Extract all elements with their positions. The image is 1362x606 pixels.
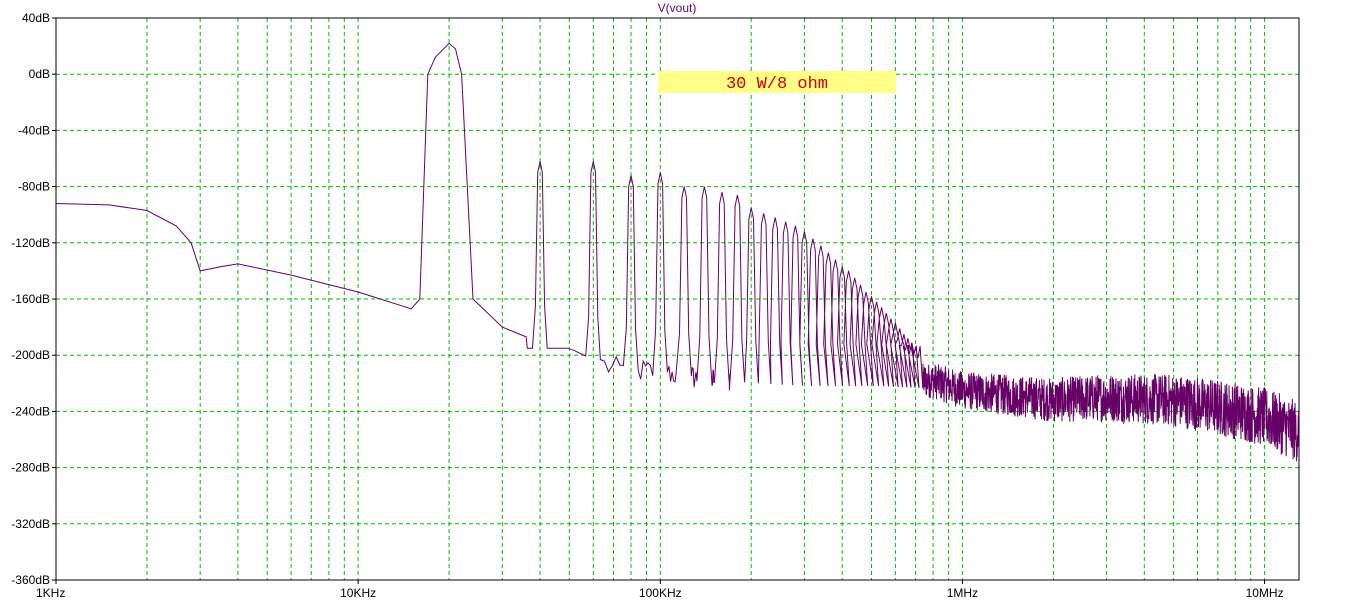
y-tick-label: -320dB: [11, 517, 50, 531]
annotation-background: [658, 71, 896, 93]
y-tick-label: -120dB: [11, 236, 50, 250]
grid-lines: [56, 18, 1299, 580]
x-tick-label: 10KHz: [340, 586, 376, 600]
y-tick-label: -40dB: [18, 123, 50, 137]
x-tick-label: 10MHz: [1246, 586, 1284, 600]
y-tick-label: -80dB: [18, 180, 50, 194]
y-tick-label: 0dB: [29, 67, 50, 81]
axis-ticks: 40dB 0dB -40dB -80dB -120dB -160dB -200dB -240d…: [11, 11, 1283, 600]
y-tick-label: -160dB: [11, 292, 50, 306]
plot-frame: [55, 17, 1300, 581]
y-tick-label: -280dB: [11, 461, 50, 475]
chart-title: V(vout): [658, 1, 697, 15]
x-tick-label: 100KHz: [639, 586, 682, 600]
y-tick-label: 40dB: [22, 11, 50, 25]
y-tick-label: -240dB: [11, 404, 50, 418]
x-tick-label: 1KHz: [36, 586, 65, 600]
x-tick-label: 1MHz: [947, 586, 978, 600]
y-tick-label: -360dB: [11, 573, 50, 587]
y-tick-label: -200dB: [11, 348, 50, 362]
annotation-label: 30 W/8 ohm: [726, 75, 828, 94]
series-trace: [55, 42, 1300, 462]
